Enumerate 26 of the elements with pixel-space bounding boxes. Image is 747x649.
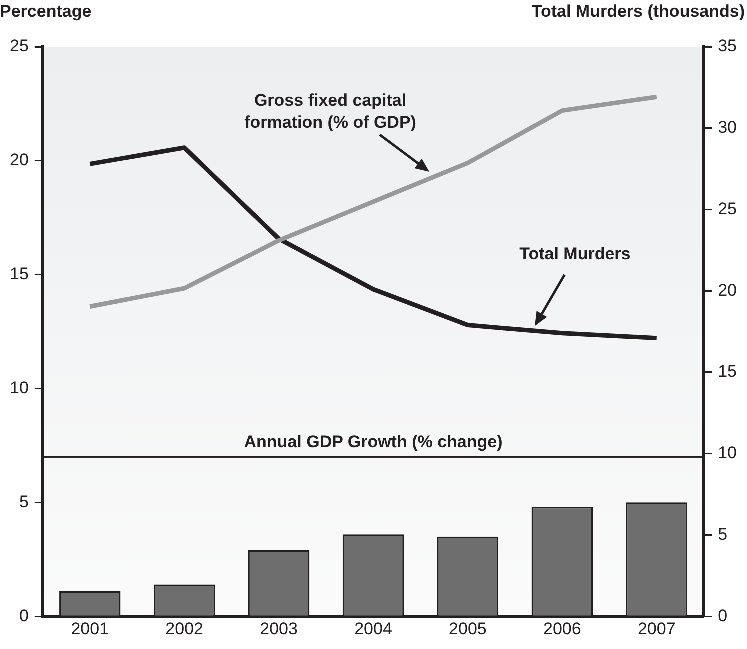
- x-tick-label: 2007: [638, 619, 676, 638]
- y-tick-label: 20: [10, 150, 29, 170]
- y-tick-label: 0: [19, 606, 29, 626]
- y2-tick-label: 0: [718, 606, 728, 626]
- y-tick-label: 15: [10, 264, 29, 284]
- y2-tick-label: 15: [718, 362, 738, 382]
- y2-tick-label: 20: [718, 280, 738, 300]
- x-tick-label: 2004: [354, 619, 392, 638]
- x-tick-label: 2002: [166, 619, 204, 638]
- x-tick-label: 2005: [449, 619, 487, 638]
- annotation: Total Murders: [520, 244, 631, 264]
- x-tick-label: 2003: [260, 619, 298, 638]
- y2-tick-label: 30: [718, 118, 738, 138]
- annotation: Gross fixed capital formation (% of GDP): [244, 91, 416, 132]
- y2-tick-label: 25: [718, 199, 738, 218]
- ref-line-label: Annual GDP Growth (% change): [244, 432, 503, 452]
- x-tick-label: 2001: [71, 619, 110, 638]
- y2-tick-label: 10: [718, 444, 738, 463]
- y-axis-title: Percentage: [0, 2, 92, 22]
- y2-axis-title: Total Murders (thousands): [532, 2, 745, 22]
- x-tick-label: 2006: [543, 619, 582, 638]
- y2-tick-label: 35: [718, 36, 738, 56]
- y2-tick-label: 5: [718, 524, 728, 544]
- y-tick-label: 10: [10, 378, 29, 398]
- y-tick-label: 5: [19, 492, 29, 512]
- y-tick-label: 25: [10, 36, 29, 56]
